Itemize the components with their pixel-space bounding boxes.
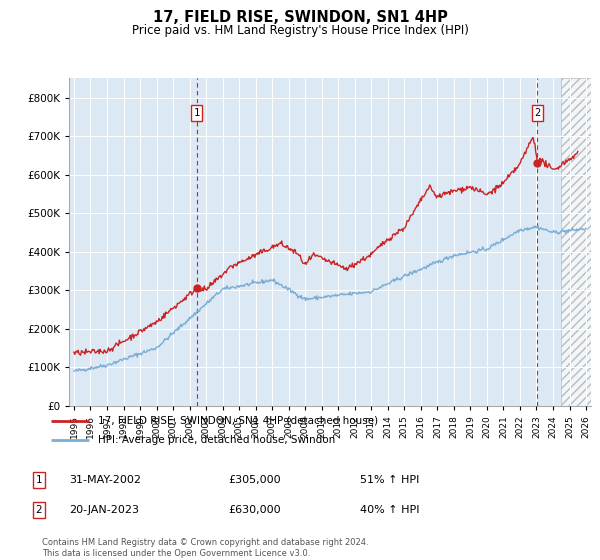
Text: Contains HM Land Registry data © Crown copyright and database right 2024.
This d: Contains HM Land Registry data © Crown c… — [42, 538, 368, 558]
Text: £305,000: £305,000 — [228, 475, 281, 485]
Text: 17, FIELD RISE, SWINDON, SN1 4HP: 17, FIELD RISE, SWINDON, SN1 4HP — [152, 10, 448, 25]
Text: 31-MAY-2002: 31-MAY-2002 — [69, 475, 141, 485]
Text: 1: 1 — [193, 108, 200, 118]
Text: 40% ↑ HPI: 40% ↑ HPI — [360, 505, 419, 515]
Text: 17, FIELD RISE, SWINDON, SN1 4HP (detached house): 17, FIELD RISE, SWINDON, SN1 4HP (detach… — [98, 416, 378, 426]
Text: £630,000: £630,000 — [228, 505, 281, 515]
Text: Price paid vs. HM Land Registry's House Price Index (HPI): Price paid vs. HM Land Registry's House … — [131, 24, 469, 36]
Text: 1: 1 — [35, 475, 43, 485]
Text: 51% ↑ HPI: 51% ↑ HPI — [360, 475, 419, 485]
Text: 2: 2 — [35, 505, 43, 515]
Text: 2: 2 — [534, 108, 541, 118]
Text: 20-JAN-2023: 20-JAN-2023 — [69, 505, 139, 515]
Text: HPI: Average price, detached house, Swindon: HPI: Average price, detached house, Swin… — [98, 435, 335, 445]
